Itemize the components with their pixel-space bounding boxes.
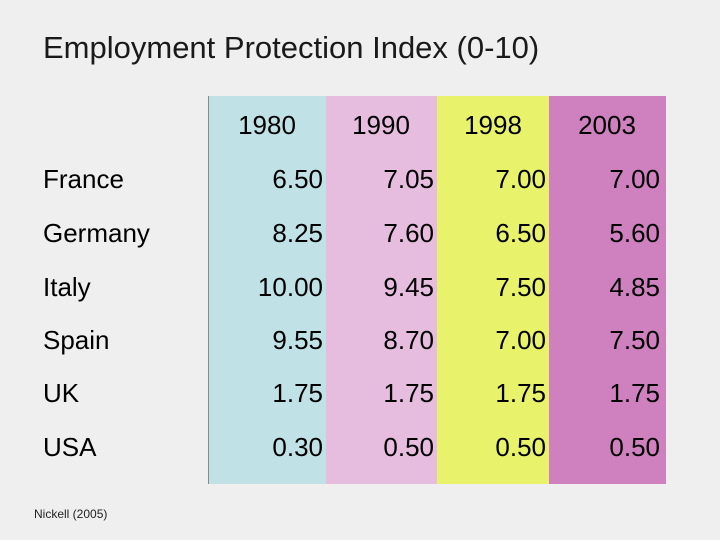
table-cell-italy-1998: 7.50: [495, 272, 546, 302]
column-header-1980: 1980: [238, 110, 296, 140]
column-band-1998: [437, 96, 549, 484]
table-cell-uk-1990: 1.75: [383, 378, 434, 408]
row-label-uk: UK: [43, 378, 80, 408]
table-cell-italy-1980: 10.00: [257, 272, 323, 302]
table-cell-france-1998: 7.00: [495, 164, 546, 194]
table-cell-usa-1980: 0.30: [272, 432, 323, 462]
table-cell-italy-1990: 9.45: [383, 272, 434, 302]
table-cell-germany-2003: 5.60: [609, 218, 660, 248]
table-cell-france-1990: 7.05: [383, 164, 434, 194]
table-cell-uk-2003: 1.75: [609, 378, 660, 408]
table-cell-spain-1980: 9.55: [272, 325, 323, 355]
table-cell-france-1980: 6.50: [272, 164, 323, 194]
table-cell-germany-1990: 7.60: [383, 218, 434, 248]
column-band-2003: [549, 96, 666, 484]
column-band-1990: [326, 96, 437, 484]
table-cell-germany-1980: 8.25: [272, 218, 323, 248]
column-header-1998: 1998: [464, 110, 522, 140]
row-label-spain: Spain: [43, 325, 110, 355]
column-header-2003: 2003: [578, 110, 636, 140]
chart-title: Employment Protection Index (0-10): [43, 30, 540, 65]
column-header-1990: 1990: [352, 110, 410, 140]
row-label-italy: Italy: [43, 272, 91, 302]
source-note: Nickell (2005): [34, 507, 108, 521]
row-label-usa: USA: [43, 432, 97, 462]
table-cell-spain-1990: 8.70: [383, 325, 434, 355]
row-label-france: France: [43, 164, 124, 194]
table-cell-uk-1980: 1.75: [272, 378, 323, 408]
table-cell-usa-1998: 0.50: [495, 432, 546, 462]
table-cell-uk-1998: 1.75: [495, 378, 546, 408]
row-label-germany: Germany: [43, 218, 150, 248]
table-cell-usa-1990: 0.50: [383, 432, 434, 462]
table-cell-spain-1998: 7.00: [495, 325, 546, 355]
column-divider: [208, 96, 209, 484]
table-cell-germany-1998: 6.50: [495, 218, 546, 248]
column-band-1980: [208, 96, 326, 484]
table-cell-italy-2003: 4.85: [609, 272, 660, 302]
table-cell-france-2003: 7.00: [609, 164, 660, 194]
table-cell-usa-2003: 0.50: [609, 432, 660, 462]
table-cell-spain-2003: 7.50: [609, 325, 660, 355]
